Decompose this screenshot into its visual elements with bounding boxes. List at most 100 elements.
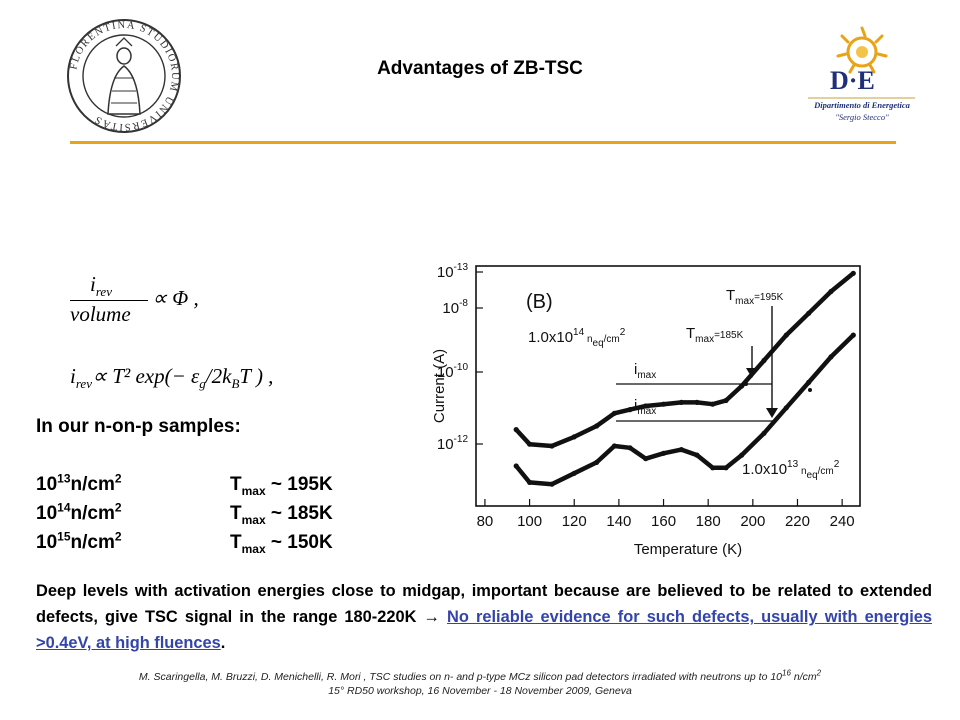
y-tick-label: 10-13: [437, 262, 469, 281]
tmax-sub: max: [241, 541, 266, 556]
logo-line1: Dipartimento di Energetica: [814, 100, 910, 110]
lower-fluence-label-part: 2: [834, 459, 840, 470]
fluence-unit-exp: 2: [114, 529, 122, 544]
sample-row: 1013n/cm2 Tmax ~ 195K: [36, 470, 333, 499]
imax-upper-label-part: i: [634, 361, 637, 378]
sample-row: 1014n/cm2 Tmax ~ 185K: [36, 499, 333, 528]
f2-lhs: i: [70, 364, 76, 388]
department-logo: D·E Dipartimento di Energetica "Sergio S…: [790, 22, 920, 140]
marker-dot: [808, 388, 812, 392]
logo-mark: D·E: [830, 66, 875, 95]
f1-numerator-sub: rev: [95, 284, 112, 300]
upper-fluence-label-part: n: [584, 334, 592, 345]
fluence-exp: 15: [57, 529, 71, 544]
f2-lhs-sub: rev: [75, 376, 92, 392]
tmax-sub: max: [241, 512, 266, 527]
lower-fluence-label-part: n: [798, 466, 806, 477]
formula-2: irev∝ T² exp(− εg/2kBT ) ,: [70, 364, 274, 392]
paragraph-link[interactable]: No reliable evidence for such defects, u…: [36, 608, 932, 652]
imax-lower-label: imax: [634, 397, 656, 417]
tmax-185-label-part: max: [695, 334, 714, 345]
reference-line2: 15° RD50 workshop, 16 November - 18 Nove…: [328, 685, 632, 697]
imax-upper-label: imax: [634, 361, 656, 381]
tmax-symbol: T: [230, 503, 242, 524]
lower-fluence-label-part: eq: [807, 470, 818, 481]
slide-title: Advantages of ZB-TSC: [377, 58, 583, 79]
f1-rhs: ∝ Φ ,: [152, 286, 199, 310]
fluence-base: 10: [36, 474, 58, 495]
fluence-unit: n/cm: [70, 503, 115, 524]
f1-numerator: i: [90, 272, 96, 296]
f2-end: T ) ,: [239, 364, 274, 388]
x-tick-label: 140: [606, 513, 631, 530]
tmax-symbol: T: [230, 532, 242, 553]
f2-rhs: ∝ T² exp(− ε: [91, 364, 200, 388]
arrow-head-icon: [766, 408, 778, 418]
tmax: Tmax ~ 185K: [230, 499, 333, 528]
tmax: Tmax ~ 150K: [230, 528, 333, 557]
upper-fluence-label-part: eq: [593, 338, 604, 349]
f2-tail: /2k: [205, 364, 232, 388]
fluence: 1013n/cm2: [36, 470, 122, 499]
x-tick-label: 180: [696, 513, 721, 530]
lower-fluence-label: 1.0x1013 neq/cm2: [742, 459, 840, 481]
fluence-base: 10: [36, 503, 58, 524]
fluence-unit: n/cm: [70, 532, 115, 553]
panel-label: (B): [526, 291, 553, 313]
series-2-line: [514, 333, 855, 487]
tmax-185-label: Tmax=185K: [686, 325, 744, 345]
y-tick-base: 10: [437, 364, 454, 381]
tmax-195-label-part: =195K: [754, 292, 784, 303]
tmax-value: ~ 195K: [265, 474, 333, 495]
fluence-exp: 14: [57, 500, 71, 515]
fluence-unit-exp: 2: [114, 500, 122, 515]
fluence: 1014n/cm2: [36, 499, 122, 528]
marker-dot: [744, 382, 748, 386]
conclusion-paragraph: Deep levels with activation energies clo…: [36, 578, 932, 656]
x-tick-label: 100: [517, 513, 542, 530]
reference-footer: M. Scaringella, M. Bruzzi, D. Menichelli…: [30, 668, 930, 698]
y-tick-exp: -10: [454, 362, 469, 373]
lower-fluence-label-part: /cm: [818, 466, 834, 477]
f2-k-sub: B: [231, 376, 240, 392]
reference-sup: 16: [782, 668, 791, 678]
y-tick-base: 10: [442, 300, 459, 317]
plot-frame: [475, 265, 861, 507]
formulas-block: irev volume ∝ Φ , irev∝ T² exp(− εg/2kBT…: [64, 270, 354, 400]
arrow-head-icon: [746, 368, 758, 378]
x-axis-label: Temperature (K): [634, 541, 742, 558]
tmax-185-label-part: T: [686, 325, 695, 342]
tmax-sub: max: [241, 483, 266, 498]
logo-line2: "Sergio Stecco": [835, 112, 889, 122]
fluence: 1015n/cm2: [36, 528, 122, 557]
y-tick-exp: -12: [454, 434, 469, 445]
header-divider: [70, 141, 896, 144]
fraction-bar: [70, 300, 148, 301]
fluence-unit-exp: 2: [114, 471, 122, 486]
tsc-current-chart: 80 100 120 140 160 180 200 220 240 Temperature (K…: [431, 262, 861, 558]
upper-fluence-label-part: 2: [620, 327, 626, 338]
reference-unit: n/cm: [790, 671, 817, 683]
paragraph-text: Deep levels with activation energies clo…: [36, 582, 932, 626]
f2-eps-sub: g: [199, 376, 206, 392]
tmax-value: ~ 150K: [265, 532, 333, 553]
y-tick-label: 10-8: [442, 298, 468, 317]
sun-icon: [808, 26, 915, 99]
tmax: Tmax ~ 195K: [230, 470, 333, 499]
x-tick-label: 220: [785, 513, 810, 530]
imax-lower-label-part: i: [634, 397, 637, 414]
university-seal-logo: FLORENTINA STUDIORUM UNIVERSITAS: [67, 19, 181, 133]
upper-fluence-label-part: 1.0x10: [528, 329, 573, 346]
x-tick-label: 80: [477, 513, 494, 530]
y-tick-label: 10-12: [437, 434, 469, 453]
x-tick-label: 160: [651, 513, 676, 530]
upper-fluence-label-part: /cm: [604, 334, 620, 345]
fluence-base: 10: [36, 532, 58, 553]
paragraph-end: .: [220, 634, 226, 652]
tmax-symbol: T: [230, 474, 242, 495]
y-tick-exp: -8: [459, 298, 468, 309]
reference-line1: M. Scaringella, M. Bruzzi, D. Menichelli…: [138, 671, 783, 683]
samples-block: In our n-on-p samples: 1013n/cm2 Tmax ~ 1…: [36, 412, 333, 557]
series-1-line: [514, 271, 855, 449]
upper-fluence-label-part: 14: [573, 327, 585, 338]
